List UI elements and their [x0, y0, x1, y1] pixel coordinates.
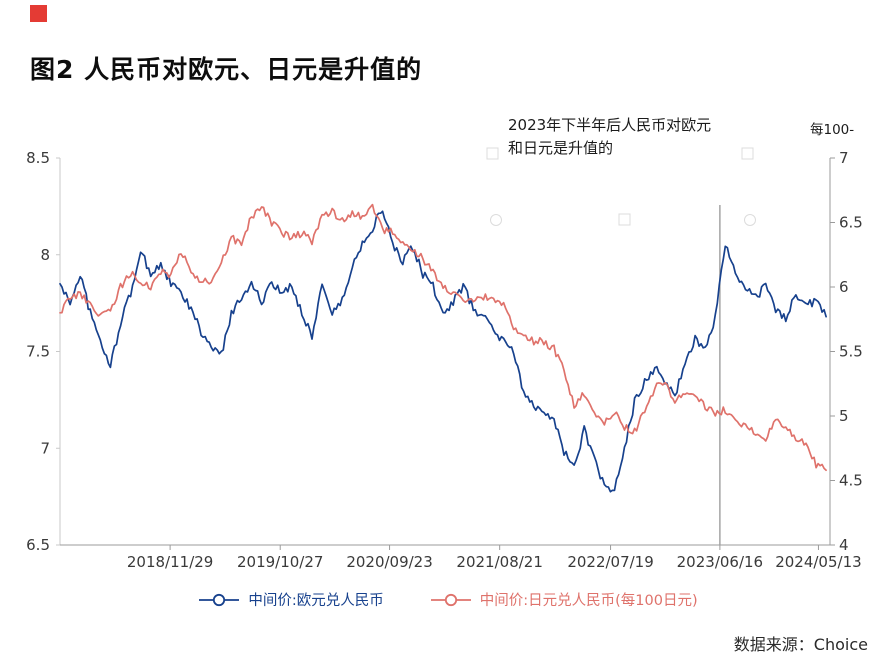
axes [59, 158, 831, 546]
right-axis-unit-label: 每100- [810, 122, 855, 138]
svg-text:7: 7 [839, 149, 849, 167]
svg-text:2023/06/16: 2023/06/16 [677, 553, 763, 571]
svg-text:8.5: 8.5 [26, 149, 50, 167]
svg-text:6.5: 6.5 [839, 214, 863, 232]
y-axis-left: 8.5 8 7.5 7 6.5 [26, 149, 60, 554]
legend-label-eur-cny: 中间价:欧元兑人民币 [248, 593, 384, 609]
eur-cny-line [59, 210, 827, 493]
svg-text:5.5: 5.5 [839, 343, 863, 361]
svg-text:4: 4 [839, 536, 849, 554]
svg-text:7.5: 7.5 [26, 343, 50, 361]
chart-legend: 中间价:欧元兑人民币 中间价:日元兑人民币(每100日元) [0, 589, 896, 610]
svg-text:8: 8 [40, 246, 50, 264]
data-source: 数据来源：Choice [733, 635, 868, 654]
svg-text:5: 5 [839, 407, 849, 425]
watermark [486, 147, 756, 226]
svg-text:2024/05/13: 2024/05/13 [775, 553, 861, 571]
x-axis: 2018/11/29 2019/10/27 2020/09/23 2021/08/21… [127, 545, 862, 571]
svg-text:2020/09/23: 2020/09/23 [346, 553, 432, 571]
svg-text:2022/07/19: 2022/07/19 [567, 553, 653, 571]
jpy-line-marker-icon [430, 593, 471, 606]
chart-title: 图2 人民币对欧元、日元是升值的 [30, 55, 423, 84]
y-axis-right: 7 6.5 6 5.5 5 4.5 4 [830, 149, 863, 554]
jpy-cny-line [59, 203, 827, 472]
legend-item-eur-cny: 中间价:欧元兑人民币 [198, 589, 384, 610]
chart-annotation: 2023年下半年后人民币对欧元 和日元是升值的 [508, 116, 712, 157]
svg-text:7: 7 [40, 439, 50, 457]
svg-text:2018/11/29: 2018/11/29 [127, 553, 213, 571]
red-corner-mark [30, 5, 47, 22]
svg-text:2021/08/21: 2021/08/21 [456, 553, 542, 571]
legend-label-jpy-cny: 中间价:日元兑人民币(每100日元) [479, 593, 698, 609]
svg-text:6.5: 6.5 [26, 536, 50, 554]
svg-text:2019/10/27: 2019/10/27 [237, 553, 323, 571]
legend-item-jpy-cny: 中间价:日元兑人民币(每100日元) [430, 589, 698, 610]
eur-line-marker-icon [199, 593, 240, 606]
svg-text:6: 6 [839, 278, 849, 296]
svg-text:4.5: 4.5 [839, 472, 863, 490]
